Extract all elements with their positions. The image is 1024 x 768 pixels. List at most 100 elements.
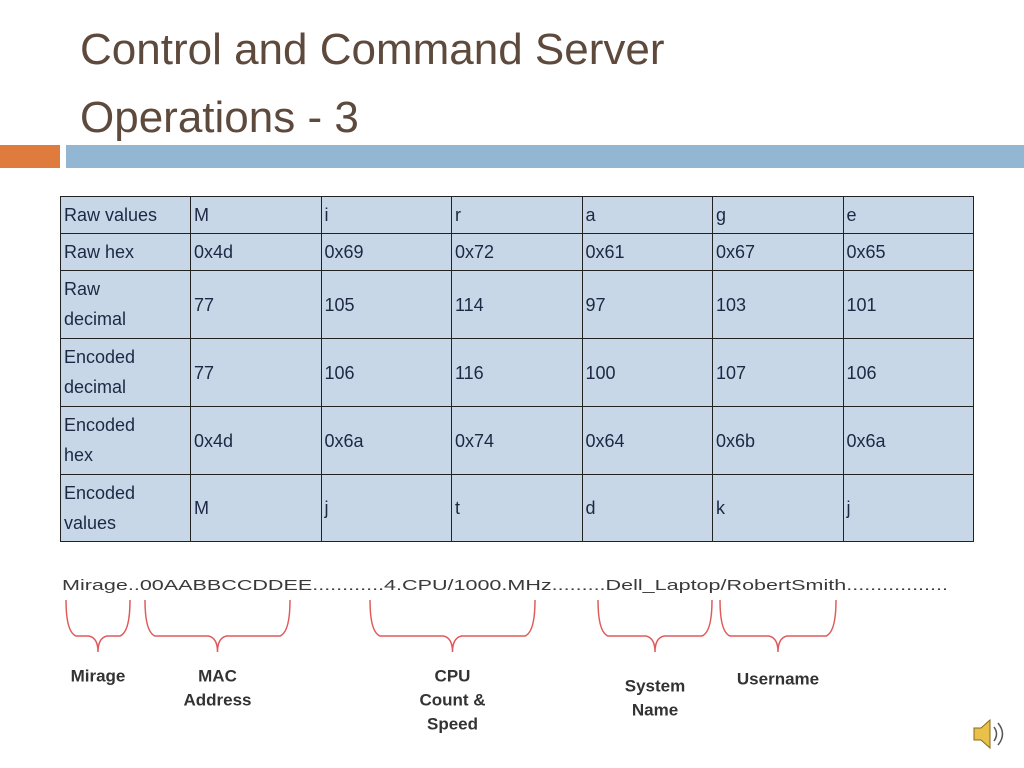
cell-text: 77 [194, 294, 215, 315]
cell-text: M [194, 498, 209, 518]
cell-text: Raw hex [64, 242, 135, 262]
cell-text: 106 [846, 362, 877, 383]
cell-text: r [455, 205, 461, 225]
table-cell: M [190, 474, 322, 542]
cell-text: k [716, 498, 725, 518]
row-header: Raw hex [60, 233, 191, 271]
table-cell: 0x6b [712, 406, 844, 475]
table-cell: 0x61 [581, 233, 713, 271]
cell-text: j [324, 498, 329, 518]
cell-text: Raw values [64, 205, 158, 225]
field-label: Mirage [71, 666, 126, 685]
table-cell: 0x6a [842, 406, 974, 475]
cell-text: 0x69 [324, 242, 364, 262]
cell-text: e [846, 205, 857, 225]
table-cell: 77 [190, 270, 322, 339]
cell-text: M [194, 205, 209, 225]
cell-text: 0x4d [194, 430, 234, 451]
field-label: Username [737, 669, 819, 688]
table-row: Encoded decimal 77 106 116 100 107 106 [60, 338, 974, 407]
table-cell: 106 [320, 338, 452, 407]
cell-text: Raw decimal [64, 279, 127, 329]
table-row: Raw decimal 77 105 114 97 103 101 [60, 270, 974, 339]
cell-text: Encoded decimal [64, 347, 136, 397]
table-cell: 106 [842, 338, 974, 407]
cell-text: 0x6a [324, 430, 364, 451]
table-cell: 0x4d [190, 406, 322, 475]
table-cell: i [320, 196, 452, 234]
table-cell: 0x72 [451, 233, 583, 271]
field-label: Speed [427, 714, 478, 733]
cell-text: 0x6b [716, 430, 756, 451]
cell-text: 0x64 [585, 430, 625, 451]
brace [597, 599, 713, 653]
field-label: CPU [435, 666, 471, 685]
cell-text: i [324, 205, 329, 225]
cell-text: Encoded values [64, 483, 136, 533]
header-bar [66, 145, 1024, 168]
table-row: Encoded hex 0x4d 0x6a 0x74 0x64 0x6b 0x6a [60, 406, 974, 475]
table-cell: 0x4d [190, 233, 322, 271]
field-label: Count & [419, 690, 485, 709]
row-header: Encoded hex [60, 406, 191, 475]
table-cell: 116 [451, 338, 583, 407]
field-label: MAC [198, 666, 237, 685]
row-header: Encoded decimal [60, 338, 191, 407]
cell-text: 97 [585, 294, 606, 315]
cell-text: 106 [324, 362, 355, 383]
table-cell: j [842, 474, 974, 542]
cell-text: 0x6a [846, 430, 886, 451]
brace [144, 599, 291, 653]
speaker-icon [973, 718, 1004, 750]
cell-text: 0x4d [194, 242, 234, 262]
cell-text: 114 [455, 294, 484, 315]
row-header: Encoded values [60, 474, 191, 542]
table-cell: a [581, 196, 713, 234]
table-cell: 77 [190, 338, 322, 407]
cell-text: 105 [324, 294, 355, 315]
accent-bar [0, 145, 60, 168]
cell-text: 0x74 [455, 430, 495, 451]
cell-text: 101 [846, 294, 877, 315]
table-cell: 103 [712, 270, 844, 339]
cell-text: 0x67 [716, 242, 756, 262]
table-cell: 0x67 [712, 233, 844, 271]
field-label: Address [183, 690, 251, 709]
table-cell: 107 [712, 338, 844, 407]
cell-text: 116 [455, 362, 484, 383]
brace [369, 599, 536, 653]
table-row: Raw hex 0x4d 0x69 0x72 0x61 0x67 0x65 [60, 233, 974, 271]
table-cell: 0x64 [581, 406, 713, 475]
cell-text: 107 [716, 362, 747, 383]
beacon-string: Mirage..00AABBCCDDEE............4.CPU/10… [62, 577, 948, 594]
table-cell: 97 [581, 270, 713, 339]
table-cell: d [581, 474, 713, 542]
table-cell: M [190, 196, 322, 234]
table-cell: e [842, 196, 974, 234]
cell-text: Encoded hex [64, 415, 136, 465]
cell-text: 0x65 [846, 242, 886, 262]
cell-text: j [846, 498, 851, 518]
cell-text: t [455, 498, 461, 518]
table-cell: 100 [581, 338, 713, 407]
cell-text: d [585, 498, 596, 518]
table-cell: 0x6a [320, 406, 452, 475]
table-cell: 101 [842, 270, 974, 339]
cell-text: 100 [585, 362, 616, 383]
cell-text: 77 [194, 362, 215, 383]
table-cell: t [451, 474, 583, 542]
row-header: Raw values [60, 196, 191, 234]
table-cell: 0x74 [451, 406, 583, 475]
cell-text: a [585, 205, 596, 225]
slide-title: Control and Command Server Operations - … [80, 25, 665, 142]
table-cell: j [320, 474, 452, 542]
table-cell: k [712, 474, 844, 542]
cell-text: g [716, 205, 727, 225]
cell-text: 0x61 [585, 242, 625, 262]
field-label: Name [632, 700, 678, 719]
